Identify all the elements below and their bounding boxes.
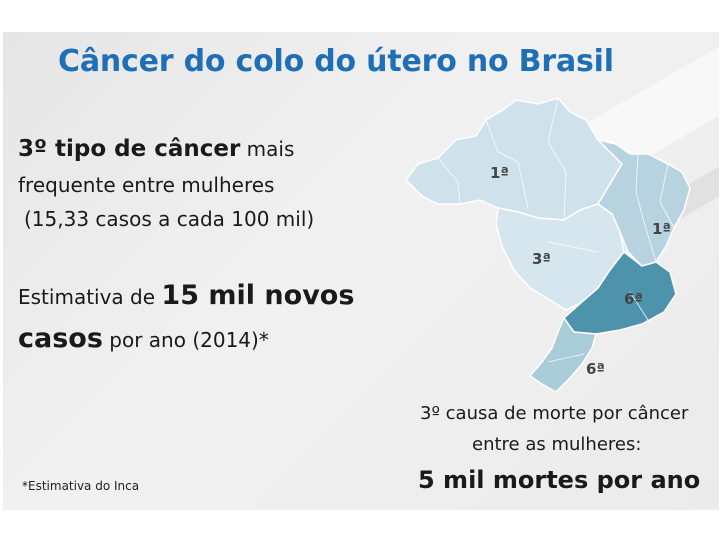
rank-label-sudeste: 6ª [624,290,643,308]
estimate-bold-2: casos [18,323,103,354]
death-line-3: 5 mil mortes por ano [418,466,701,494]
estimate-rest: por ano (2014)* [102,328,269,352]
page-title: Câncer do colo do útero no Brasil [58,44,614,79]
stat-rank-bold: 3º tipo de câncer [18,136,241,162]
death-line-1: 3º causa de morte por câncer [420,403,689,424]
rank-label-centro-oeste: 3ª [532,250,551,268]
estimate-bold: 15 mil novos [161,280,355,311]
rank-label-norte: 1ª [490,164,509,182]
stat-line-frequency: frequente entre mulheres [18,173,275,197]
brazil-map: 1ª 1ª 3ª 6ª 6ª [405,97,691,393]
estimate-prefix: Estimativa de [18,285,162,309]
death-line-2: entre as mulheres: [472,434,642,455]
stat-line-rate: (15,33 casos a cada 100 mil) [24,207,315,231]
state-borders [437,97,675,363]
footnote: *Estimativa do Inca [22,479,140,493]
rank-label-nordeste: 1ª [652,220,671,238]
stat-rank-rest: mais [240,137,295,161]
estimate-line-2: casos por ano (2014)* [18,323,269,354]
rank-label-sul: 6ª [586,360,605,378]
estimate-line: Estimativa de 15 mil novos [18,280,354,311]
region-sudeste [562,250,677,335]
stat-line-rank: 3º tipo de câncer mais [18,136,294,162]
region-sul [528,316,597,393]
